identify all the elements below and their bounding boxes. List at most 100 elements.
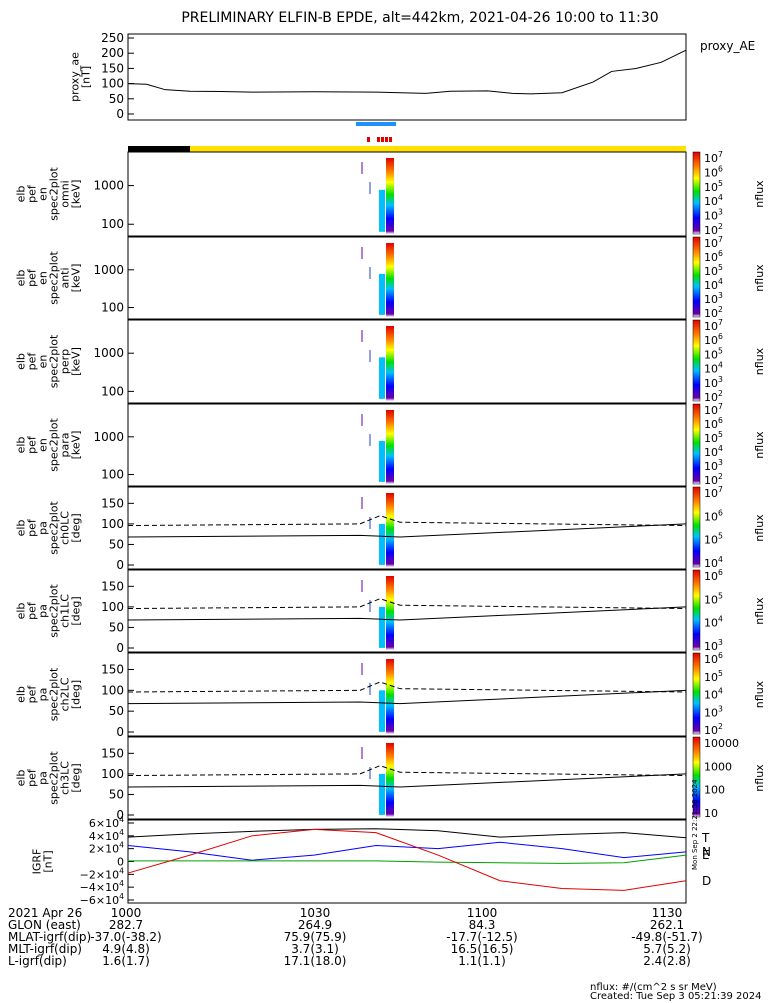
colorbar-tick-label: 104 [704, 615, 723, 630]
footer-row: GLON (east) 282.7 264.9 84.3 262.1 [8, 918, 775, 932]
colorbar-tick-label: 105 [704, 591, 723, 606]
zone-bar-red [367, 137, 370, 142]
colorbar [692, 652, 701, 735]
footer-row-label: MLAT-igrf(dip) [8, 930, 92, 944]
spec-ylabel-label-line: [deg] [70, 680, 83, 709]
spec-ylabel-label-line: ch3LC [59, 761, 72, 795]
colorbar-tick-label: 107 [704, 485, 723, 500]
science-zone-bars [128, 122, 686, 152]
colorbar-tick-label: 105 [704, 263, 723, 278]
colorbar-label-group: nflux [753, 597, 766, 625]
colorbar-tick-label: 106 [704, 249, 723, 264]
colorbar-label: nflux [753, 431, 766, 459]
footer-value: 16.5(16.5) [450, 942, 514, 956]
spec-loss-cone-dashed [127, 598, 687, 610]
spec-ylabel-label-line: pef [26, 184, 39, 203]
spec-ytick-label: 150 [101, 663, 124, 677]
zone-bar-yellow [190, 146, 686, 152]
spec-ylabel-label-line: elb [15, 686, 28, 703]
spec-ylabel-label-line: [keV] [70, 347, 83, 376]
ae-ytick-label: 50 [109, 92, 124, 106]
spec-ylabel-label-line: spec2plot [48, 584, 61, 638]
colorbar-label: nflux [753, 680, 766, 708]
colorbar [692, 569, 701, 651]
colorbar-tick-label: 106 [704, 508, 723, 523]
spec-ylabel-label-line: spec2plot [48, 418, 61, 472]
spec-frame [127, 736, 687, 820]
spec-ytick-label: 0 [116, 641, 124, 655]
spec-ytick-label: 1000 [93, 346, 124, 360]
spec-ylabel-label-line: ch1LC [59, 594, 72, 628]
spec-ylabel-label-line: pa [37, 604, 50, 618]
zone-bar-red [377, 137, 380, 142]
spec-ylabel-label-line: elb [15, 603, 28, 620]
igrf-ytick-label: −2×104 [80, 866, 124, 881]
spec-ytick-label: 1000 [93, 263, 124, 277]
spec-ytick-label: 150 [101, 496, 124, 510]
spec-ylabel-label-line: elb [15, 353, 28, 370]
colorbar-tick-label: 103 [704, 375, 723, 390]
spec-ylabel-label-line: ch0LC [59, 511, 72, 545]
colorbar-tick-label: 104 [704, 444, 723, 459]
footer-value: 1130 [651, 906, 683, 920]
ae-ytick-label: 0 [116, 107, 124, 121]
colorbar-tick-label: 104 [704, 193, 723, 208]
created-stamp: Created: Tue Sep 3 05:21:39 2024 [590, 991, 762, 1002]
spec-ylabel-label-line: pa [37, 521, 50, 535]
colorbar-tick-label: 103 [704, 704, 723, 719]
colorbar [692, 319, 701, 402]
ae-frame [127, 33, 687, 121]
spec-ytick-label: 1000 [93, 430, 124, 444]
spec-ytick-label: 0 [116, 558, 124, 572]
nflux-units-note: nflux: #/(cm^2 s sr MeV) [590, 982, 717, 993]
spec-loss-cone-dashed [127, 765, 687, 777]
spec-ylabel-label-line: spec2plot [48, 251, 61, 305]
spec-ytick-label: 100 [101, 301, 124, 315]
igrf-ytick-label: −6×104 [80, 892, 124, 907]
footer-row-label: 2021 Apr 26 [8, 906, 83, 920]
colorbar [692, 403, 701, 485]
spec-loss-cone-solid [127, 523, 687, 538]
spec-ylabel-label-line: spec2plot [48, 167, 61, 221]
spec-ylabel-label-line: [deg] [70, 513, 83, 542]
footer-value: 282.7 [108, 918, 144, 932]
colorbar-tick-label: 107 [704, 150, 723, 165]
ae-legend: proxy_AE [700, 39, 755, 53]
colorbar-label-group: nflux [753, 514, 766, 542]
colorbar-tick-label: 105 [704, 179, 723, 194]
spec-ytick-label: 100 [101, 468, 124, 482]
spec-ylabel-label-line: elb [15, 770, 28, 787]
colorbar-tick-label: 106 [704, 164, 723, 179]
footer-value: 1100 [466, 906, 498, 920]
spec-ylabel-label-line: elb [15, 437, 28, 454]
plot-title: PRELIMINARY ELFIN-B EPDE, alt=442km, 202… [181, 10, 658, 26]
footer-value: 2.4(2.8) [643, 954, 691, 968]
spec-ytick-label: 100 [101, 517, 124, 531]
ae-ytick-label: 150 [101, 61, 124, 75]
spec-loss-cone-solid [127, 773, 687, 788]
igrf-series-label: E [702, 848, 710, 862]
spec-ylabel-label-line: elb [15, 270, 28, 287]
spec-ytick-label: 0 [116, 725, 124, 739]
colorbar-label: nflux [753, 180, 766, 208]
spec-ylabel-label-line: pef [26, 518, 39, 537]
igrf-ytick-label: 0 [117, 856, 124, 869]
footer-value: 1.6(1.7) [102, 954, 150, 968]
colorbar [692, 151, 701, 235]
spec-ytick-label: 100 [101, 767, 124, 781]
ae-ytick-label: 250 [101, 31, 124, 45]
spec-flux-column [386, 326, 394, 401]
spec-ylabel-label-line: elb [15, 186, 28, 203]
spec-loss-cone-dashed [127, 681, 687, 693]
colorbar-tick-label: 100 [704, 784, 725, 797]
spec-flux-column [386, 743, 394, 817]
spec-flux-column [386, 158, 394, 234]
ae-ylabel-label-line: [nT] [80, 66, 93, 88]
